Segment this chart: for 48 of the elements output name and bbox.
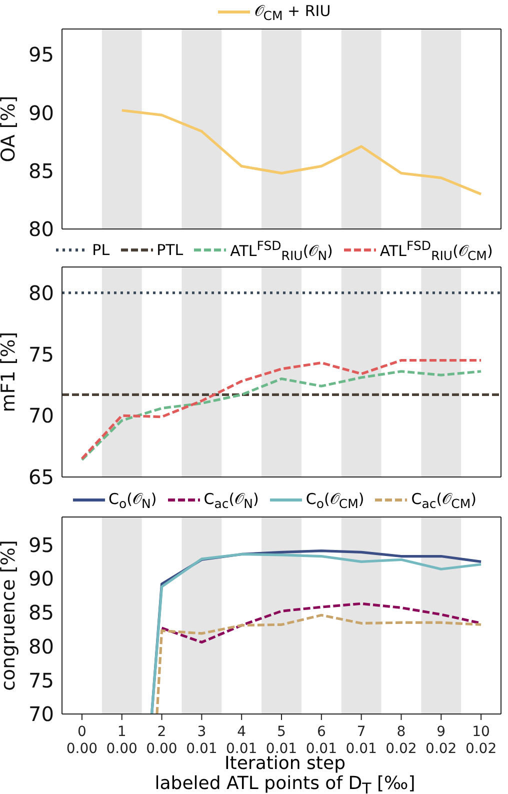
y-tick-label: 95 xyxy=(28,42,54,67)
y-tick-label: 65 xyxy=(28,465,54,490)
legend-label: C$_{ac}$(𝒪$_{N}$) xyxy=(204,490,259,510)
y-tick-label: 85 xyxy=(28,158,54,183)
legend-label: PTL xyxy=(156,241,184,259)
x2-tick-label: 0.01 xyxy=(346,741,377,757)
y-tick-label: 80 xyxy=(28,217,54,242)
legend-label: PL xyxy=(92,241,110,259)
x2-tick-label: 0.00 xyxy=(66,741,98,757)
legend-label: C$_{ac}$(𝒪$_{CM}$) xyxy=(411,490,476,510)
x-tick-label: 5 xyxy=(277,724,286,740)
y-axis-title: congruence [%] xyxy=(0,540,20,691)
x-tick-label: 8 xyxy=(396,724,406,740)
legend-label: 𝒪$_{CM}$ + RIU xyxy=(254,2,331,22)
legend-label: ATL$^{FSD}$$_{RIU}$(𝒪$_{N}$) xyxy=(230,238,333,262)
y-tick-label: 80 xyxy=(28,280,54,305)
y-tick-label: 70 xyxy=(28,404,54,428)
x2-axis-title: labeled ATL points of D$_{T}$ [‰] xyxy=(154,773,416,794)
y-tick-label: 85 xyxy=(28,600,54,625)
x2-tick-label: 0.00 xyxy=(106,741,138,757)
x-tick-label: 4 xyxy=(237,724,246,740)
line-series xyxy=(120,109,482,196)
y-tick-label: 90 xyxy=(28,566,54,591)
x-tick-label: 9 xyxy=(436,724,446,740)
y-axis-title: OA [%] xyxy=(0,96,20,162)
legend-label: ATL$^{FSD}$$_{RIU}$(𝒪$_{CM}$) xyxy=(380,238,493,262)
y-tick-label: 80 xyxy=(28,634,54,658)
x-tick-label: 7 xyxy=(356,724,366,740)
x-tick-label: 3 xyxy=(197,724,206,740)
x-tick-label: 0 xyxy=(77,724,86,740)
x-tick-label: 6 xyxy=(316,724,326,740)
x2-tick-label: 0.01 xyxy=(186,741,218,757)
x-tick-label: 2 xyxy=(157,724,166,740)
legend-label: C$_{o}$(𝒪$_{CM}$) xyxy=(306,490,364,510)
y-tick-label: 75 xyxy=(28,668,54,692)
y-axis-title: mF1 [%] xyxy=(0,332,20,412)
line-series xyxy=(156,614,482,714)
x2-tick-label: 0.02 xyxy=(465,741,497,757)
x2-tick-label: 0.02 xyxy=(386,741,417,757)
x-tick-label: 10 xyxy=(472,724,490,740)
legend-label: C$_{o}$(𝒪$_{N}$) xyxy=(108,490,157,510)
y-tick-label: 95 xyxy=(28,532,54,557)
y-tick-label: 90 xyxy=(28,100,54,125)
x2-tick-label: 0.00 xyxy=(146,741,178,757)
y-tick-label: 75 xyxy=(28,342,54,366)
y-tick-label: 70 xyxy=(28,702,54,726)
x-tick-label: 1 xyxy=(117,724,126,740)
x2-tick-label: 0.02 xyxy=(426,741,457,757)
